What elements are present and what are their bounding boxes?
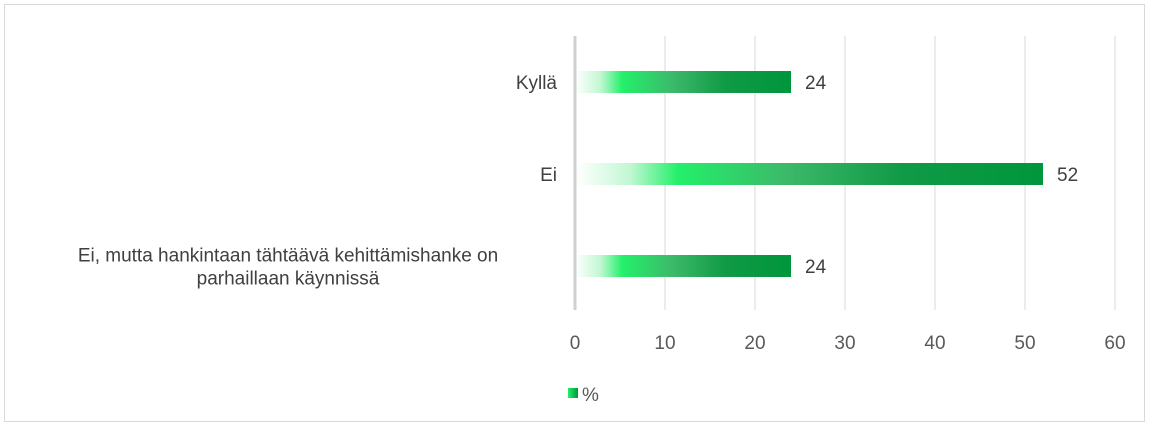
- category-label: Kyllä: [516, 73, 558, 94]
- legend-swatch: [568, 388, 578, 398]
- x-tick-label: 40: [924, 333, 945, 354]
- labels: 0 10 20 30 40 50 60 24 Kyllä 52 Ei 24 Ei, mutta hank…: [78, 73, 1126, 354]
- category-label-line: Kyllä: [516, 73, 558, 94]
- legend: %: [568, 385, 599, 406]
- x-tick-label: 30: [834, 333, 855, 354]
- bar: [575, 163, 1043, 185]
- category-label: Ei, mutta hankintaan tähtäävä kehittämis…: [78, 246, 498, 290]
- category-label-line: Ei, mutta hankintaan tähtäävä kehittämis…: [78, 246, 498, 267]
- data-label: 24: [805, 73, 827, 94]
- bar: [575, 255, 791, 277]
- category-label-line: parhaillaan käynnissä: [197, 269, 380, 290]
- x-tick-label: 10: [654, 333, 675, 354]
- x-tick-label: 20: [744, 333, 765, 354]
- x-tick-label: 60: [1104, 333, 1125, 354]
- category-label: Ei: [540, 165, 557, 186]
- bars: [575, 71, 1043, 277]
- x-tick-label: 50: [1014, 333, 1035, 354]
- category-label-line: Ei: [540, 165, 557, 186]
- legend-label: %: [582, 385, 599, 406]
- data-label: 24: [805, 257, 827, 278]
- x-tick-label: 0: [570, 333, 581, 354]
- data-label: 52: [1057, 165, 1078, 186]
- bar: [575, 71, 791, 93]
